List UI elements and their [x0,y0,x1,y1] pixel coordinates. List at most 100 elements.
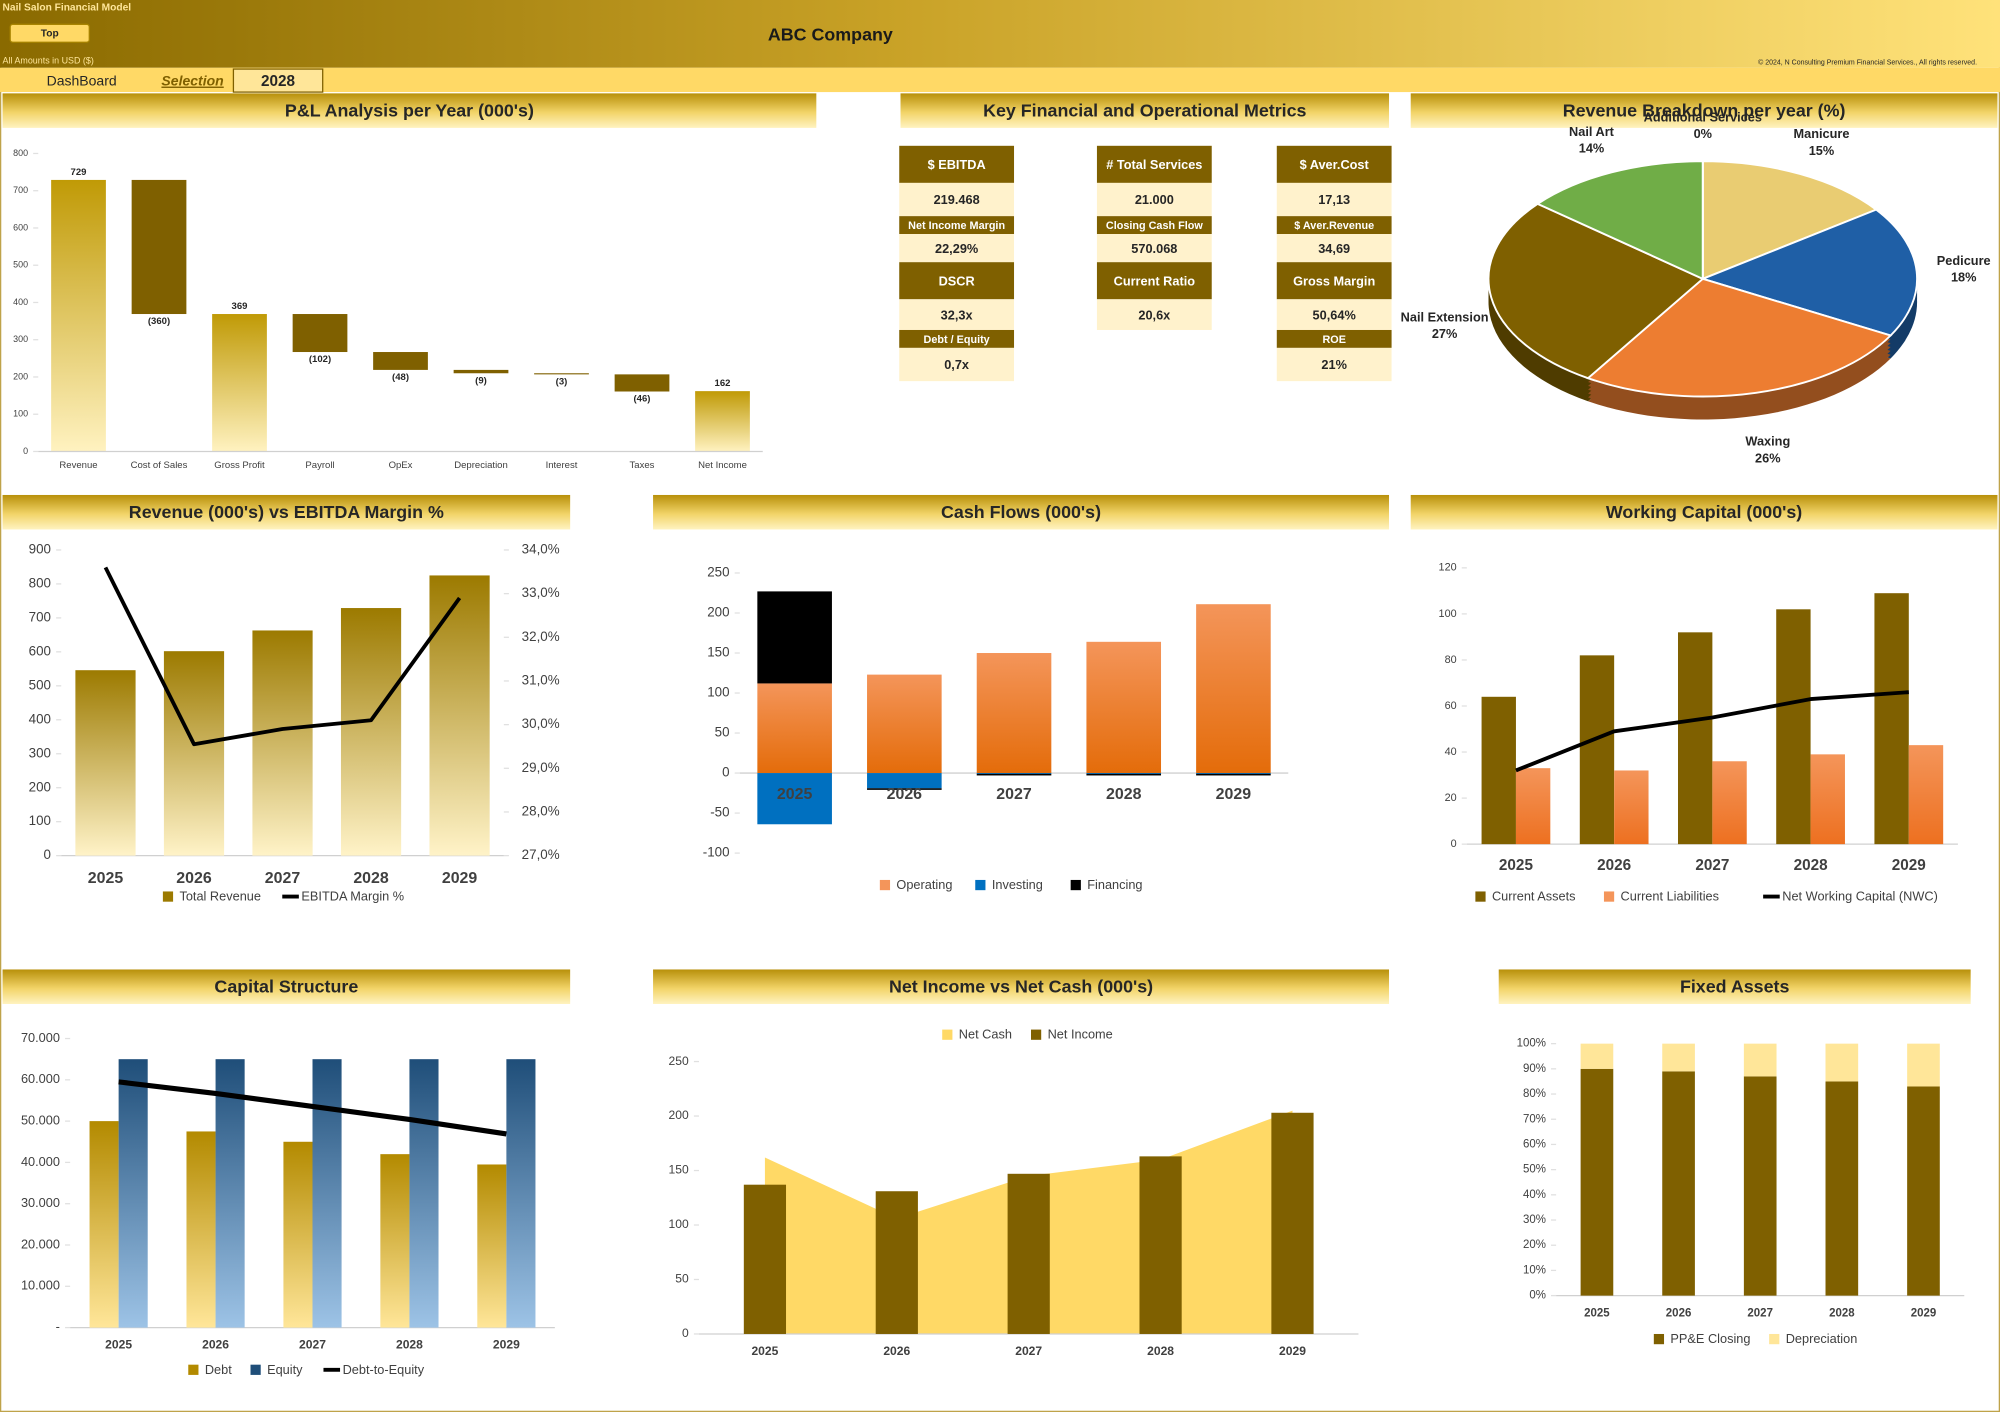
y-tick-label: 20 [1445,792,1457,804]
y-tick-label: 250 [669,1054,689,1068]
bar [1271,1112,1314,1334]
legend-label: Debt-to-Equity [343,1362,425,1377]
metric-header [899,262,1015,300]
metric-label: # Total Services [1106,157,1202,172]
y-tick-label: 70.000 [21,1030,60,1045]
waterfall-bar [131,179,187,315]
bar [875,1191,918,1334]
panel-title-bar [2,494,571,530]
panel-title: Revenue Breakdown per year (%) [1563,101,1846,121]
data-label: 729 [71,167,87,178]
pie-value-label: 15% [1809,143,1835,158]
line [118,1079,507,1137]
x-tick-label: 2025 [1499,857,1534,874]
bar [867,788,942,790]
line [103,566,462,747]
bar [867,674,942,774]
metric-value: 21.000 [1135,192,1174,207]
y-tick-label: 80 [1445,654,1457,666]
panel-title: Key Financial and Operational Metrics [983,101,1306,121]
y-tick-label: 20% [1523,1239,1546,1251]
x-tick-label: 2027 [299,1338,326,1352]
legend-swatch [1653,1333,1665,1345]
year-selector-value[interactable]: 2028 [261,73,296,90]
bar [1662,1043,1695,1072]
x-tick-label: 2028 [396,1338,423,1352]
y-tick-label: 100 [669,1217,689,1231]
bar [429,575,490,856]
data-label: (46) [634,394,651,405]
metric-value-cell [1096,182,1212,217]
company-name: ABC Company [768,25,893,45]
metric-header [1096,262,1212,300]
bar [1907,1043,1940,1087]
x-tick-label: 2027 [996,786,1032,803]
nav-dashboard[interactable]: DashBoard [47,73,117,89]
bar [1874,593,1909,845]
y-tick-label: 20.000 [21,1236,60,1251]
bar [976,773,1052,776]
x-tick-label: 2028 [1147,1344,1174,1358]
pie-label: Manicure [1794,126,1850,141]
y-tick-label: 100 [1439,608,1457,620]
legend-swatch [1769,1333,1780,1345]
bar [1825,1081,1859,1296]
line [1515,690,1909,773]
bar [1196,773,1271,775]
x-tick-label: 2026 [883,1344,910,1358]
y-tick-label: 150 [669,1163,689,1177]
metric-label: DSCR [939,273,975,288]
metric-value: 17,13 [1318,192,1350,207]
bar [1810,754,1845,845]
bar [1579,655,1615,845]
metric-label: Net Income Margin [908,220,1005,232]
metric-value: 219.468 [934,192,980,207]
x-tick-label: 2027 [1747,1308,1773,1320]
top-button-label[interactable]: Top [41,29,59,40]
bar [867,773,942,789]
metric-label: Gross Margin [1293,273,1375,288]
pie-label: Additional Services [1644,110,1762,125]
data-label: 369 [232,301,248,312]
y-tick-label: 200 [29,779,51,794]
y-tick-label: 0 [682,1326,689,1340]
data-label: (360) [148,316,170,327]
panel-title: Cash Flows (000's) [941,502,1101,522]
metric-header [1276,216,1392,235]
legend-swatch [942,1029,953,1040]
bar [1580,1068,1614,1296]
top-button[interactable] [9,23,90,43]
bar [312,1059,342,1328]
metric-label: $ Aver.Revenue [1294,220,1374,232]
y-tick-label: 40% [1523,1189,1546,1201]
x-tick-label: Gross Profit [214,460,265,471]
bar [409,1059,439,1328]
year-selector[interactable] [232,68,324,93]
metric-value-cell [1276,347,1392,382]
y-tick-label: -100 [703,845,730,860]
legend-label: PP&E Closing [1670,1331,1750,1346]
pie-value-label: 18% [1951,270,1977,285]
x-tick-label: 2029 [1911,1308,1937,1320]
legend-label: Current Assets [1492,889,1576,904]
y-tick-label: 700 [13,185,28,195]
y-tick-label: 0 [722,765,729,780]
waterfall-bar [373,352,428,370]
nav-selection[interactable]: Selection [161,73,223,89]
bar [1515,768,1551,845]
panel-title: Net Income vs Net Cash (000's) [889,977,1153,997]
bar [1907,1086,1940,1296]
legend-label: Debt [205,1362,232,1377]
y-tick-label: 800 [13,148,28,158]
y-tick-label: 200 [707,605,729,620]
x-tick-label: Payroll [305,460,334,471]
bar [380,1154,410,1328]
y-tick-label: 50.000 [21,1112,60,1127]
bar [1825,1043,1859,1082]
metric-value: 21% [1321,357,1347,372]
metric-value: 570.068 [1131,241,1177,256]
y2-tick-label: 34,0% [522,541,560,556]
y-tick-label: 250 [707,565,729,580]
bar [976,773,1052,775]
y-tick-label: 10% [1523,1264,1546,1276]
